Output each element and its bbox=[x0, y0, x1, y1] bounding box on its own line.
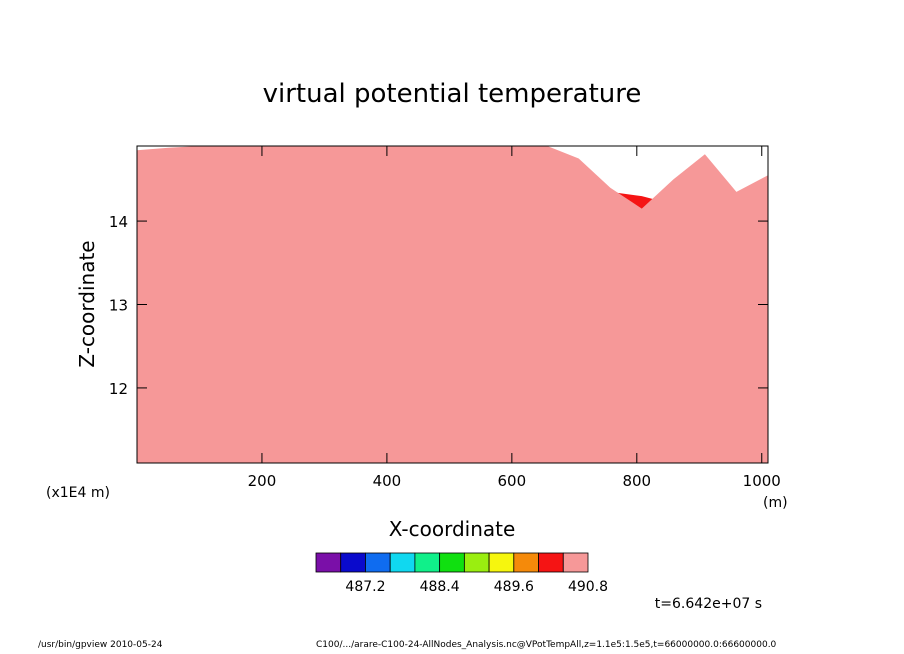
colorbar-box bbox=[538, 552, 564, 573]
x-tick-label: 600 bbox=[498, 472, 527, 490]
footer-left: /usr/bin/gpview 2010-05-24 bbox=[38, 640, 163, 650]
y-axis-label: Z-coordinate bbox=[75, 240, 99, 367]
x-unit-label: (m) bbox=[763, 495, 788, 511]
colorbar-box bbox=[340, 552, 366, 573]
colorbar-label: 490.8 bbox=[568, 579, 608, 595]
y-tick-label: 14 bbox=[109, 213, 128, 231]
x-tick-label: 1000 bbox=[743, 472, 781, 490]
colorbar-box bbox=[439, 552, 465, 573]
x-tick-label: 800 bbox=[622, 472, 651, 490]
x-axis: 200 400 600 800 1000 bbox=[248, 146, 781, 490]
y-axis: 12 13 14 bbox=[109, 213, 768, 398]
y-tick-label: 13 bbox=[109, 297, 128, 315]
contour-band-9 bbox=[137, 146, 768, 463]
colorbar-box bbox=[488, 552, 515, 573]
colorbar-box bbox=[389, 552, 416, 573]
colorbar-label: 489.6 bbox=[494, 579, 534, 595]
chart-title: virtual potential temperature bbox=[263, 79, 642, 109]
contour-fill bbox=[137, 146, 768, 463]
colorbar-label: 488.4 bbox=[420, 579, 460, 595]
x-tick-label: 400 bbox=[373, 472, 402, 490]
y-unit-label: (x1E4 m) bbox=[46, 485, 110, 501]
colorbar-box bbox=[365, 552, 391, 573]
colorbar-box bbox=[463, 552, 490, 573]
colorbar-box bbox=[513, 552, 539, 573]
colorbar-box bbox=[414, 552, 441, 573]
colorbar-box bbox=[315, 552, 342, 573]
footer-right: C100/.../arare-C100-24-AllNodes_Analysis… bbox=[316, 640, 777, 650]
colorbar-box bbox=[562, 552, 589, 573]
x-tick-label: 200 bbox=[248, 472, 277, 490]
colorbar-label: 487.2 bbox=[345, 579, 385, 595]
y-tick-label: 12 bbox=[109, 380, 128, 398]
time-label: t=6.642e+07 s bbox=[655, 596, 762, 612]
x-axis-label: X-coordinate bbox=[389, 517, 516, 541]
colorbar: 487.2 488.4 489.6 490.8 bbox=[315, 552, 608, 595]
